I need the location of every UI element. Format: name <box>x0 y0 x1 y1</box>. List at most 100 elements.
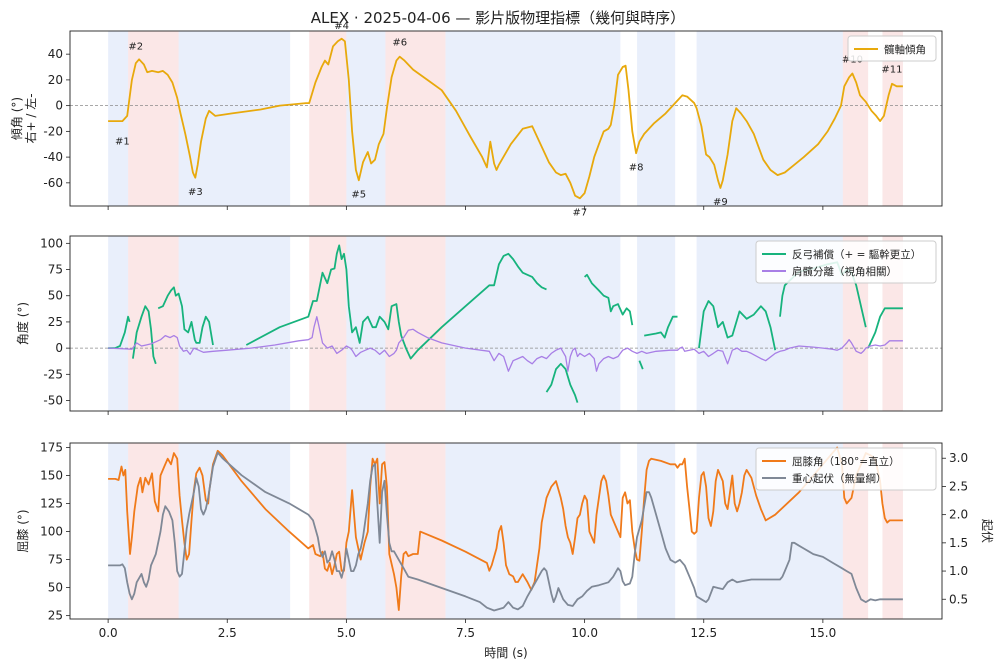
y-tick-label: 175 <box>40 440 63 454</box>
y-tick-label: 25 <box>48 609 63 623</box>
x-tick-label: 0.0 <box>99 626 118 640</box>
series-line-separation <box>108 316 903 372</box>
y-tick-label: 50 <box>48 289 63 303</box>
y-tick-label: 20 <box>48 73 63 87</box>
legend-entry: 髖軸傾角 <box>884 43 926 56</box>
series-line-compensation <box>245 244 547 360</box>
y2-tick-label: 1.5 <box>949 536 968 550</box>
event-marker-label: #2 <box>128 41 143 52</box>
y-axis-label: 屈膝 (°) <box>16 509 30 552</box>
phase-band-blue <box>178 31 291 206</box>
event-marker-label: #3 <box>188 187 203 198</box>
y2-tick-label: 0.5 <box>949 592 968 606</box>
legend-entry: 屈膝角（180°=直立） <box>792 455 900 468</box>
phase-band-blue <box>108 236 129 411</box>
panel-1: 40 20 0 -20 -40 -60 傾角 (°) 右+ / 左- #1 #2 #3 #4 #5 #6 #… <box>10 21 943 218</box>
phase-band-red <box>385 31 446 206</box>
y-tick-label: 100 <box>40 236 63 250</box>
x-tick-label: 10.0 <box>571 626 598 640</box>
y-tick-label: 75 <box>48 263 63 277</box>
x-tick-label: 7.5 <box>456 626 475 640</box>
phase-band-blue <box>108 443 129 619</box>
event-marker-label: #5 <box>351 189 366 200</box>
y-tick-label: 100 <box>40 525 63 539</box>
y-tick-label: 40 <box>48 47 63 61</box>
phase-band-blue <box>178 236 291 411</box>
x-tick-label: 12.5 <box>690 626 717 640</box>
series-line-compensation <box>644 315 678 339</box>
legend-entry: 反弓補償（+ = 驅幹更立） <box>792 248 921 261</box>
series-line-compensation <box>584 273 634 326</box>
legend-box <box>847 35 937 62</box>
series-line-compensation <box>867 307 903 349</box>
x-axis-label: 時間 (s) <box>484 646 527 660</box>
panels: 40 20 0 -20 -40 -60 傾角 (°) 右+ / 左- #1 #2 #3 #4 #5 #6 #… <box>10 21 994 660</box>
event-marker-label: #11 <box>881 65 902 76</box>
event-marker-label: #6 <box>392 38 407 49</box>
legend: 反弓補償（+ = 驅幹更立） 肩髖分離（視角相關） <box>755 240 937 284</box>
event-marker-label: #4 <box>334 21 349 32</box>
plot-frame <box>69 30 943 207</box>
phase-band-red <box>385 236 446 411</box>
y-tick-label: -20 <box>43 124 63 138</box>
y2-axis-label: 起伏 <box>980 519 994 543</box>
phase-band-blue <box>445 443 621 619</box>
y-tick-label: -25 <box>43 367 63 381</box>
y2-tick-label: 3.0 <box>949 451 968 465</box>
phase-band-blue <box>108 31 129 206</box>
phase-band-red <box>128 443 179 619</box>
legend-box <box>755 447 937 491</box>
y-tick-label: -40 <box>43 150 63 164</box>
x-tick-label: 2.5 <box>218 626 237 640</box>
y2-tick-label: 1.0 <box>949 564 968 578</box>
phase-band-red <box>128 31 179 206</box>
series-line-tilt <box>108 37 903 200</box>
phase-band-red <box>309 31 347 206</box>
y-axis-sublabel: 右+ / 左- <box>23 93 38 143</box>
chart-title: ALEX · 2025-04-06 — 影片版物理指標（幾何與時序） <box>311 9 685 27</box>
y-axis-label: 傾角 (°) <box>10 97 24 140</box>
legend-box <box>755 240 937 284</box>
phase-band-blue <box>445 236 621 411</box>
phase-band-red <box>882 31 903 206</box>
phase-band-blue <box>346 31 386 206</box>
event-marker-label: #1 <box>115 137 130 148</box>
y2-tick-label: 2.5 <box>949 479 968 493</box>
x-tick-label: 15.0 <box>810 626 837 640</box>
event-marker-label: #8 <box>629 162 644 173</box>
phase-band-blue <box>637 443 676 619</box>
y-tick-label: 125 <box>40 497 63 511</box>
y-tick-label: -60 <box>43 176 63 190</box>
series-line-compensation <box>157 286 214 346</box>
y-tick-label: 0 <box>55 99 63 113</box>
panel-2: 100 75 50 25 0 -25 -50 角度 (°) 反弓補償（+ = 驅幹更立） 肩髖分離… <box>15 235 943 415</box>
y-tick-label: 50 <box>48 581 63 595</box>
series-line-com <box>108 451 903 612</box>
y-tick-label: 75 <box>48 553 63 567</box>
y-tick-label: 0 <box>55 341 63 355</box>
phase-band-blue <box>346 236 386 411</box>
y-tick-label: 25 <box>48 315 63 329</box>
series-line-compensation <box>132 305 157 365</box>
legend: 髖軸傾角 <box>847 35 937 62</box>
plot-frame <box>69 235 943 412</box>
y2-tick-label: 2.0 <box>949 508 968 522</box>
phase-band-red <box>128 236 179 411</box>
phase-band-blue <box>696 31 843 206</box>
y-tick-label: -50 <box>43 394 63 408</box>
phase-band-blue <box>445 31 621 206</box>
y-tick-label: 150 <box>40 469 63 483</box>
series-line-compensation <box>698 300 777 351</box>
legend: 屈膝角（180°=直立） 重心起伏（無量綱） <box>755 447 937 491</box>
series-line-compensation <box>638 360 644 370</box>
event-marker-label: #9 <box>713 197 728 208</box>
legend-entry: 重心起伏（無量綱） <box>792 472 887 485</box>
event-marker-label: #7 <box>572 207 587 218</box>
plot-frame <box>69 442 943 620</box>
phase-band-red <box>309 443 347 619</box>
legend-entry: 肩髖分離（視角相關） <box>792 265 897 278</box>
phase-band-red <box>385 443 446 619</box>
x-tick-label: 5.0 <box>337 626 356 640</box>
series-line-compensation <box>545 362 579 403</box>
